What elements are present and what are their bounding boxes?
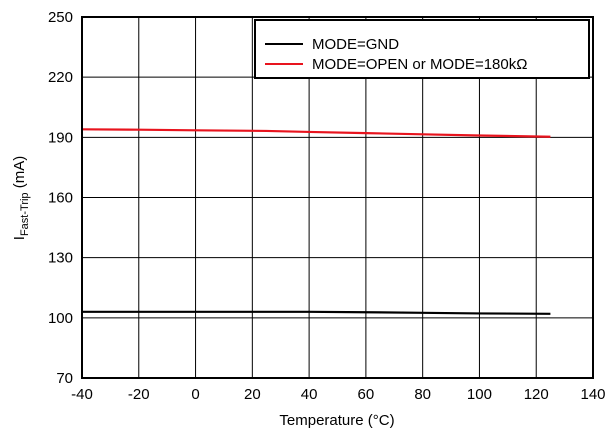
x-tick-label: 80 (414, 386, 431, 403)
y-tick-label: 160 (48, 190, 73, 207)
legend-box (254, 19, 590, 79)
plot-frame (81, 16, 594, 379)
x-tick-label: 0 (191, 386, 199, 403)
x-axis-label: Temperature (°C) (279, 412, 394, 429)
y-axis-label-unit: (mA) (11, 156, 28, 193)
y-tick-label: 190 (48, 129, 73, 146)
y-tick-label: 130 (48, 250, 73, 267)
y-axis-label-sub: Fast-Trip (19, 192, 31, 236)
y-tick-label: 70 (56, 370, 73, 387)
x-tick-label: 100 (467, 386, 492, 403)
y-tick-label: 220 (48, 69, 73, 86)
x-tick-label: 40 (301, 386, 318, 403)
x-tick-label: 120 (524, 386, 549, 403)
x-tick-label: -20 (128, 386, 150, 403)
y-tick-label: 100 (48, 310, 73, 327)
legend: MODE=GND MODE=OPEN or MODE=180kΩ (254, 19, 590, 79)
legend-label-gnd: MODE=GND (312, 36, 399, 53)
series-line-mode-open (81, 128, 551, 138)
series-layer (81, 128, 551, 315)
y-tick-labels: 70 100 130 160 190 220 250 (48, 9, 73, 387)
y-tick-label: 250 (48, 9, 73, 26)
series-line-mode-gnd (82, 310, 551, 315)
y-axis-label: IFast-Trip (mA) (11, 156, 31, 240)
y-axis-label-main: I (11, 236, 28, 240)
x-tick-label: 60 (358, 386, 375, 403)
legend-label-open: MODE=OPEN or MODE=180kΩ (312, 56, 527, 73)
x-tick-label: -40 (71, 386, 93, 403)
x-tick-label: 140 (580, 386, 605, 403)
x-tick-labels: -40 -20 0 20 40 60 80 100 120 140 (71, 386, 605, 403)
x-tick-label: 20 (244, 386, 261, 403)
